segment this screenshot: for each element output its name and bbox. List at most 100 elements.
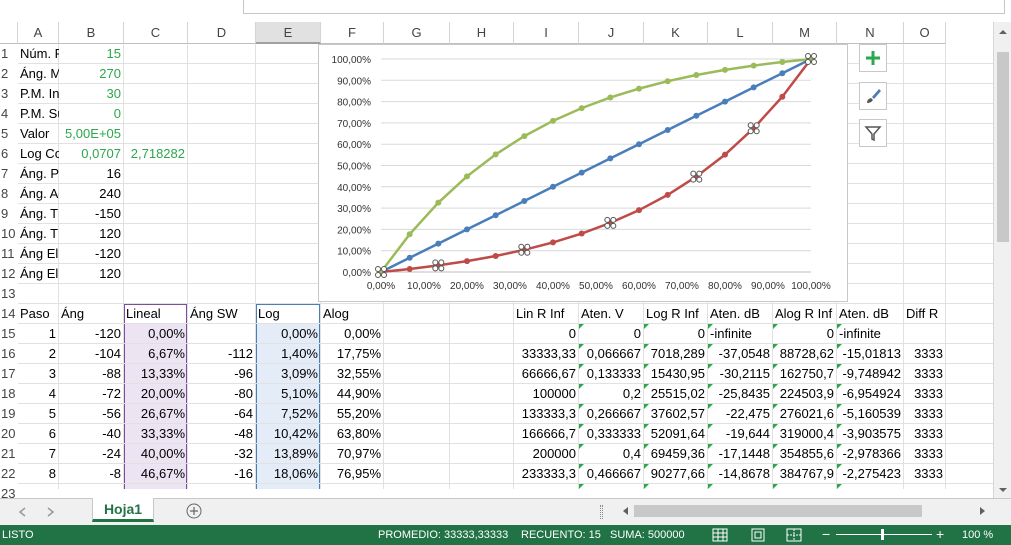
table-header[interactable]: Diff R xyxy=(906,306,939,321)
table-cell[interactable]: 0 xyxy=(697,326,705,341)
table-cell[interactable]: 0 xyxy=(568,326,576,341)
selection-handle[interactable] xyxy=(753,128,760,135)
selection-handle[interactable] xyxy=(696,170,703,177)
table-cell[interactable]: 0,00% xyxy=(344,326,381,341)
scroll-right-icon[interactable] xyxy=(976,505,988,517)
table-cell[interactable]: -40 xyxy=(102,426,121,441)
table-cell[interactable]: 200000 xyxy=(532,446,576,461)
table-cell[interactable]: 384767,9 xyxy=(779,466,834,481)
table-cell[interactable]: 40,00% xyxy=(140,446,185,461)
selection-handle[interactable] xyxy=(805,53,811,59)
scroll-left-icon[interactable] xyxy=(620,505,632,517)
selection-handle[interactable] xyxy=(811,53,817,59)
selection-handle[interactable] xyxy=(747,122,754,129)
table-header[interactable]: Lineal xyxy=(126,306,161,321)
table-cell[interactable]: 70,97% xyxy=(336,446,381,461)
table-cell[interactable]: 17,75% xyxy=(336,346,381,361)
param-label[interactable]: Áng. TMI xyxy=(20,206,59,221)
table-cell[interactable]: -64 xyxy=(234,406,253,421)
param-value[interactable]: 0,0707 xyxy=(81,146,121,161)
column-header-n[interactable]: N xyxy=(837,22,904,44)
row-header-4[interactable]: 4 xyxy=(0,104,18,124)
page-break-icon[interactable] xyxy=(786,528,804,542)
table-cell[interactable]: 0,133333 xyxy=(586,366,641,381)
selection-handle[interactable] xyxy=(438,259,445,266)
horizontal-scroll-thumb[interactable] xyxy=(634,505,922,517)
table-cell[interactable]: -3,903575 xyxy=(842,426,901,441)
table-cell[interactable]: 0,066667 xyxy=(586,346,641,361)
table-header[interactable]: Paso xyxy=(20,306,50,321)
selection-handle[interactable] xyxy=(524,243,531,250)
selection-handle[interactable] xyxy=(690,176,697,183)
table-cell[interactable]: 5,10% xyxy=(281,386,318,401)
add-sheet-icon[interactable] xyxy=(185,502,203,520)
table-cell[interactable]: 3333 xyxy=(914,466,943,481)
table-cell[interactable]: 3333 xyxy=(914,346,943,361)
table-cell[interactable]: 52091,64 xyxy=(650,426,705,441)
table-cell[interactable]: 25515,02 xyxy=(650,386,705,401)
selection-handle[interactable] xyxy=(375,266,381,272)
chart-styles-button[interactable] xyxy=(859,82,887,110)
vertical-scroll-thumb[interactable] xyxy=(997,52,1009,242)
table-cell[interactable]: 20,00% xyxy=(140,386,185,401)
zoom-in-icon[interactable]: + xyxy=(936,526,945,542)
selection-handle[interactable] xyxy=(753,122,760,129)
param-value[interactable]: -120 xyxy=(94,246,121,261)
sheet-tab-hoja1[interactable]: Hoja1 xyxy=(92,498,154,522)
table-cell[interactable]: 6,67% xyxy=(148,346,185,361)
row-header-3[interactable]: 3 xyxy=(0,84,18,104)
table-cell[interactable]: 37602,57 xyxy=(650,406,705,421)
zoom-out-icon[interactable]: − xyxy=(822,526,831,542)
column-header-c[interactable]: C xyxy=(124,22,188,44)
row-header-9[interactable]: 9 xyxy=(0,204,18,224)
table-cell[interactable]: -2,275423 xyxy=(842,466,901,481)
table-cell[interactable]: 233333,3 xyxy=(521,466,576,481)
table-cell[interactable]: -16 xyxy=(234,466,253,481)
row-header-16[interactable]: 16 xyxy=(0,344,18,364)
table-cell[interactable]: 166666,7 xyxy=(521,426,576,441)
tab-prev-icon[interactable] xyxy=(17,506,29,518)
table-cell[interactable]: -17,1448 xyxy=(718,446,770,461)
table-cell[interactable]: 3,09% xyxy=(281,366,318,381)
param-value[interactable]: 120 xyxy=(99,226,121,241)
row-header-20[interactable]: 20 xyxy=(0,424,18,444)
table-cell[interactable]: 0 xyxy=(826,326,834,341)
selection-handle[interactable] xyxy=(747,128,754,135)
table-header[interactable]: Áng xyxy=(61,306,85,321)
table-cell[interactable]: -infinite xyxy=(839,326,881,341)
table-cell[interactable]: -9,748942 xyxy=(842,366,901,381)
column-header-h[interactable]: H xyxy=(450,22,514,44)
row-header-19[interactable]: 19 xyxy=(0,404,18,424)
table-cell[interactable]: 15430,95 xyxy=(650,366,705,381)
table-cell[interactable]: -80 xyxy=(234,386,253,401)
row-header-1[interactable]: 1 xyxy=(0,44,18,64)
row-header-5[interactable]: 5 xyxy=(0,124,18,144)
param-value[interactable]: 16 xyxy=(106,166,121,181)
param-label[interactable]: Núm. Pasos xyxy=(20,46,59,61)
row-header-11[interactable]: 11 xyxy=(0,244,18,264)
table-cell[interactable]: 63,80% xyxy=(336,426,381,441)
table-cell[interactable]: 0,4 xyxy=(622,446,641,461)
scroll-up-icon[interactable] xyxy=(995,25,1011,39)
selection-handle[interactable] xyxy=(805,59,811,65)
page-layout-icon[interactable] xyxy=(750,528,768,542)
param-label[interactable]: Áng El. Inf xyxy=(20,246,59,261)
table-cell[interactable]: -22,475 xyxy=(725,406,770,421)
zoom-slider-thumb[interactable] xyxy=(881,529,884,540)
row-header-22[interactable]: 22 xyxy=(0,464,18,484)
param-label[interactable]: Áng. Paso xyxy=(20,166,59,181)
param-value[interactable]: 120 xyxy=(99,266,121,281)
table-cell[interactable]: 66666,67 xyxy=(521,366,576,381)
table-cell[interactable]: 0,00% xyxy=(148,326,185,341)
table-cell[interactable]: -72 xyxy=(102,386,121,401)
column-header-k[interactable]: K xyxy=(644,22,708,44)
table-cell[interactable]: -88 xyxy=(102,366,121,381)
table-cell[interactable]: 0,00% xyxy=(281,326,318,341)
table-cell[interactable]: 3333 xyxy=(914,406,943,421)
table-cell[interactable]: -120 xyxy=(94,326,121,341)
table-cell[interactable]: 33,33% xyxy=(140,426,185,441)
table-cell[interactable]: 18,06% xyxy=(273,466,318,481)
table-cell[interactable]: 224503,9 xyxy=(779,386,834,401)
param-label[interactable]: Áng. TMS xyxy=(20,226,59,241)
selection-handle[interactable] xyxy=(696,176,703,183)
